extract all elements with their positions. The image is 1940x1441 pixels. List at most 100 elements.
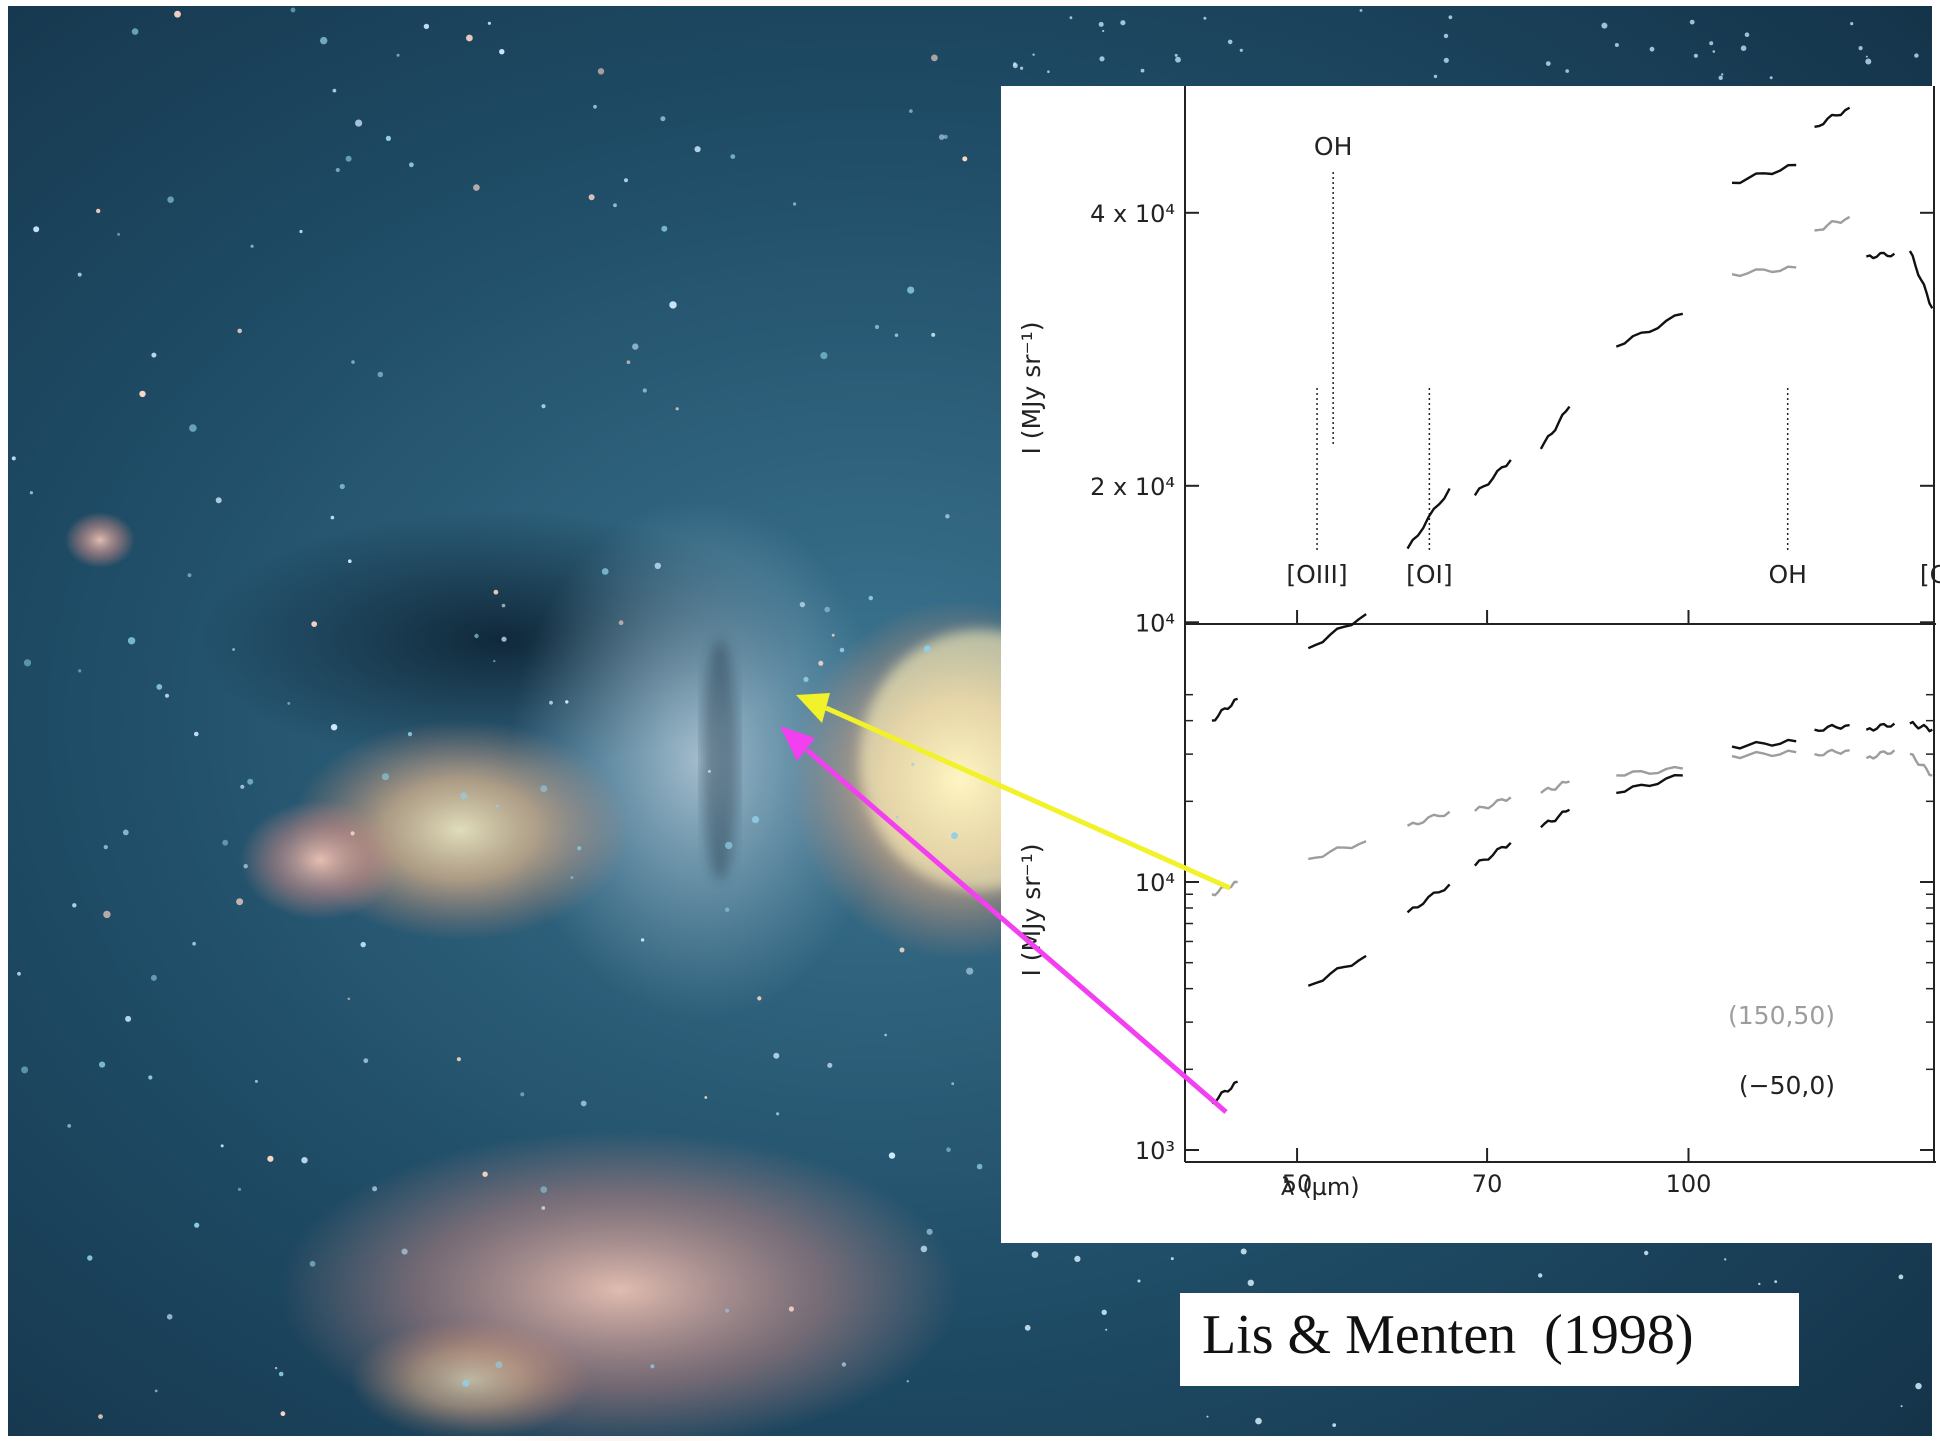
star — [1247, 1279, 1255, 1287]
star — [920, 1245, 928, 1253]
star — [495, 1361, 503, 1369]
star — [501, 603, 506, 608]
star — [381, 773, 389, 781]
spectrum-segment-grey — [1308, 840, 1367, 861]
spectrum-segment-black — [1616, 774, 1683, 795]
star — [938, 134, 945, 140]
star — [1098, 21, 1104, 27]
star — [1443, 57, 1449, 63]
star — [409, 162, 414, 168]
star — [951, 832, 958, 840]
star — [1074, 1255, 1081, 1262]
star — [565, 700, 569, 704]
star — [540, 1186, 548, 1193]
star — [1240, 1248, 1247, 1255]
star — [385, 135, 391, 141]
spectrum-segment-black — [1814, 106, 1851, 128]
star — [377, 371, 384, 378]
star — [1689, 19, 1695, 25]
star — [632, 343, 639, 350]
x-axis-title: λ (µm) — [1280, 1173, 1359, 1201]
y-tick-label: 10³ — [1135, 1137, 1175, 1165]
star — [911, 762, 915, 767]
spectrum-segment-grey — [1731, 265, 1797, 278]
star — [773, 1052, 780, 1059]
spectrum-segment-black — [1814, 723, 1850, 732]
star — [345, 155, 352, 162]
spectrum-segment-grey — [1865, 749, 1896, 760]
star — [1448, 15, 1453, 20]
star — [839, 647, 845, 653]
star — [1565, 69, 1569, 73]
star — [311, 621, 318, 627]
line-marker-label: OH — [1768, 560, 1806, 589]
line-marker-label: OH — [1314, 132, 1352, 161]
star — [923, 645, 931, 653]
star — [793, 202, 797, 206]
line-marker-label: [OIII] — [1286, 560, 1347, 589]
star — [818, 660, 824, 666]
y-tick-label: 2 x 10⁴ — [1090, 473, 1175, 501]
star — [1758, 1282, 1761, 1286]
star — [215, 497, 222, 504]
star — [541, 404, 546, 409]
star — [1724, 1258, 1727, 1261]
star — [1915, 1382, 1922, 1390]
x-tick-label: 70 — [1472, 1170, 1503, 1198]
star — [874, 324, 880, 330]
spectrum-segment-grey — [1474, 796, 1512, 812]
star — [103, 910, 111, 919]
star — [21, 1066, 29, 1074]
star — [906, 1380, 909, 1383]
star — [577, 846, 582, 851]
star — [1774, 1280, 1778, 1283]
star — [401, 1248, 408, 1255]
star — [1255, 1417, 1262, 1425]
star — [1865, 55, 1868, 58]
star — [1693, 53, 1698, 58]
spectrum-segment-black — [1406, 883, 1451, 914]
star — [1140, 68, 1145, 73]
spectrum-segment-black — [1909, 720, 1933, 733]
star-field — [11, 7, 1922, 1427]
star — [570, 876, 574, 880]
star — [1099, 56, 1105, 62]
star — [250, 244, 254, 248]
star — [966, 967, 974, 975]
star — [17, 971, 21, 976]
star — [1545, 61, 1551, 66]
star — [287, 702, 291, 705]
yellow-arrow-head — [796, 693, 830, 723]
spectrum-segment-black — [1473, 841, 1512, 867]
star — [360, 941, 366, 948]
star — [694, 146, 701, 153]
star — [725, 907, 730, 912]
star — [496, 804, 499, 808]
star — [1614, 43, 1619, 47]
legend-grey-position: (150,50) — [1728, 1001, 1835, 1030]
star — [1538, 1273, 1543, 1278]
yellow-arrow-shaft — [824, 705, 1232, 891]
star — [962, 156, 968, 162]
star — [99, 1061, 106, 1068]
star — [1020, 66, 1024, 70]
figure-panel — [1001, 86, 1936, 1243]
star — [730, 154, 736, 160]
star — [194, 1222, 200, 1228]
star — [820, 352, 828, 360]
star — [125, 1015, 132, 1022]
star — [660, 116, 666, 122]
star — [1900, 1405, 1903, 1408]
star — [236, 898, 244, 906]
star — [1102, 29, 1105, 33]
star — [624, 178, 628, 183]
star — [407, 732, 413, 737]
star — [309, 1260, 316, 1267]
spectrum-segment-black — [1731, 738, 1797, 750]
star — [1175, 56, 1181, 63]
star — [1718, 75, 1723, 81]
star — [831, 633, 835, 637]
star — [78, 669, 82, 673]
spectrum-segment-black — [1540, 808, 1571, 829]
